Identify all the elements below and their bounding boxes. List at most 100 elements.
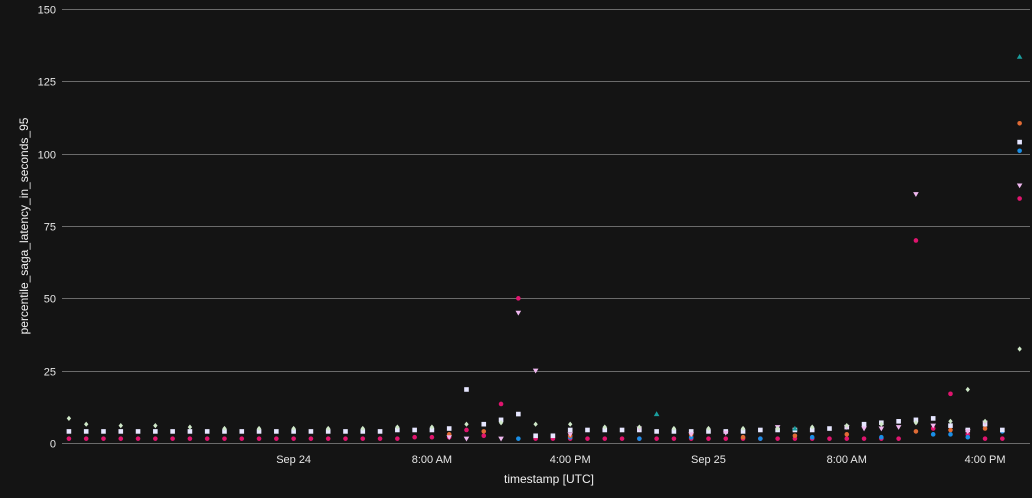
- data-point: [187, 436, 193, 441]
- data-point: [463, 436, 470, 442]
- y-tick-label: 100: [38, 150, 56, 162]
- data-points: [66, 53, 1023, 442]
- data-point: [464, 421, 469, 427]
- data-point: [982, 436, 988, 441]
- data-point: [602, 424, 607, 430]
- data-point: [135, 436, 141, 441]
- data-point: [844, 423, 849, 429]
- data-point: [101, 429, 106, 434]
- data-point: [481, 421, 487, 427]
- data-point: [895, 425, 902, 430]
- data-point: [516, 436, 521, 441]
- y-axis-ticks: 0 25 50 75 100 125 150: [38, 5, 56, 451]
- data-point: [515, 310, 522, 316]
- data-point: [827, 436, 832, 441]
- x-axis-ticks: Sep 24 8:00 AM 4:00 PM Sep 25 8:00 AM 4:00 PM…: [276, 454, 1005, 466]
- data-point: [809, 427, 815, 433]
- data-point: [758, 427, 763, 433]
- x-axis-title: timestamp [UTC]: [504, 472, 594, 486]
- data-point: [533, 433, 538, 439]
- data-point: [360, 425, 365, 432]
- data-point: [360, 429, 366, 434]
- data-point: [913, 429, 919, 434]
- data-point: [343, 436, 348, 441]
- data-point: [930, 416, 936, 421]
- data-point: [239, 429, 245, 434]
- data-point: [965, 434, 971, 440]
- data-point: [429, 427, 435, 433]
- data-point: [861, 421, 867, 427]
- x-tick-label: 8:00 AM: [827, 454, 867, 466]
- data-point: [930, 426, 936, 431]
- data-point: [550, 433, 556, 439]
- data-point: [982, 418, 988, 424]
- data-point: [809, 434, 815, 440]
- data-point: [412, 427, 417, 433]
- data-point: [585, 436, 590, 441]
- data-point: [758, 436, 763, 441]
- data-point: [948, 432, 953, 437]
- data-point: [654, 436, 659, 441]
- data-point: [1017, 196, 1022, 201]
- data-point: [291, 425, 296, 432]
- data-point: [170, 436, 175, 441]
- data-point: [861, 436, 867, 441]
- data-point: [671, 429, 677, 434]
- y-tick-label: 150: [38, 5, 56, 17]
- data-point: [256, 429, 262, 434]
- data-point: [446, 426, 452, 431]
- data-point: [913, 417, 919, 423]
- data-point: [256, 436, 262, 441]
- data-point: [930, 432, 936, 437]
- data-point: [66, 415, 72, 422]
- data-point: [568, 421, 573, 427]
- data-point: [84, 421, 89, 427]
- data-point: [377, 429, 383, 434]
- gridlines: [62, 9, 1030, 444]
- data-point: [308, 436, 314, 441]
- data-point: [844, 432, 850, 437]
- x-tick-label: Sep 24: [276, 454, 311, 466]
- data-point: [118, 429, 124, 434]
- data-point: [464, 427, 469, 433]
- data-point: [740, 425, 746, 432]
- data-point: [377, 436, 383, 441]
- data-point: [637, 424, 642, 430]
- data-point: [498, 417, 504, 423]
- data-point: [913, 238, 919, 243]
- data-point: [654, 429, 659, 434]
- data-point: [982, 426, 988, 431]
- data-point: [274, 436, 279, 441]
- data-point: [585, 427, 590, 433]
- data-point: [498, 420, 504, 426]
- y-tick-label: 25: [44, 367, 56, 379]
- data-point: [740, 429, 746, 434]
- data-point: [395, 424, 400, 430]
- data-point: [429, 434, 435, 440]
- data-point: [153, 436, 158, 441]
- data-point: [567, 427, 573, 433]
- data-point: [965, 386, 970, 393]
- data-point: [135, 429, 141, 434]
- data-point: [533, 421, 538, 427]
- data-point: [118, 436, 124, 441]
- data-point: [1016, 183, 1023, 189]
- data-point: [602, 436, 608, 441]
- data-point: [326, 425, 331, 432]
- data-point: [325, 436, 331, 441]
- y-tick-label: 125: [38, 77, 56, 89]
- data-point: [706, 429, 711, 434]
- y-axis-title: percentile_saga_latency_in_seconds_95: [17, 117, 31, 334]
- data-point: [532, 368, 539, 374]
- data-point: [1017, 346, 1022, 352]
- data-point: [878, 426, 885, 432]
- data-point: [274, 429, 279, 434]
- data-point: [913, 420, 919, 426]
- data-point: [1017, 139, 1022, 145]
- data-point: [101, 436, 106, 441]
- data-point: [291, 436, 296, 441]
- data-point: [896, 419, 901, 424]
- data-point: [879, 434, 884, 440]
- data-point: [637, 436, 642, 441]
